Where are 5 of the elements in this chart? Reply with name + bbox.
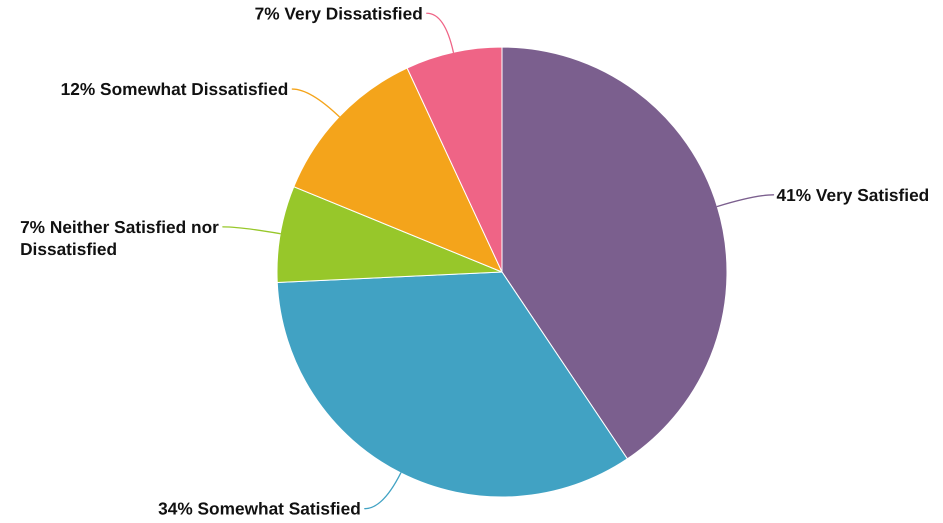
slice-label: 12% Somewhat Dissatisfied: [60, 79, 288, 100]
slice-label: 41% Very Satisfied: [776, 184, 930, 205]
slice-label: 7% Neither Satisfied nor Dissatisfied: [20, 216, 220, 259]
slice-label: 34% Somewhat Satisfied: [158, 498, 361, 519]
slice-label: 7% Very Dissatisfied: [254, 3, 423, 24]
